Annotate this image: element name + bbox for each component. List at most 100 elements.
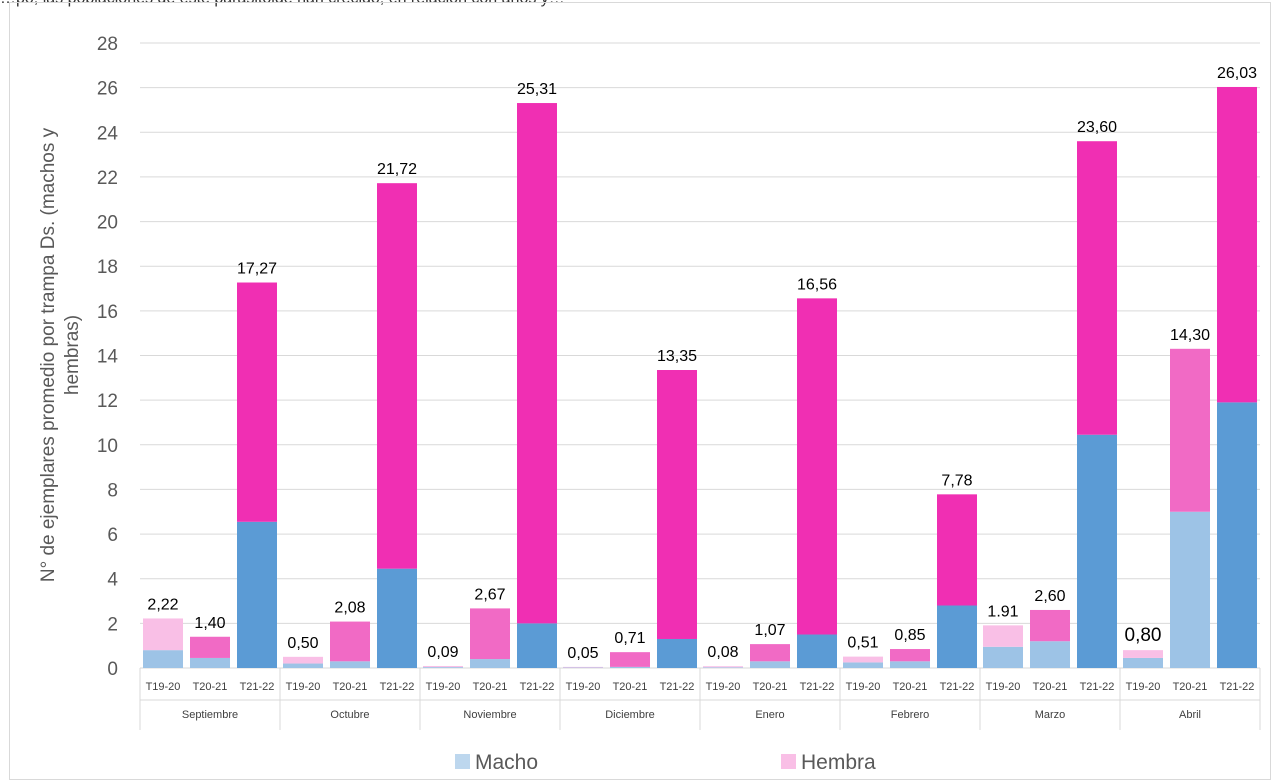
- data-label: 0,85: [894, 627, 925, 644]
- bar-macho: [237, 521, 277, 668]
- bar-hembra: [330, 621, 370, 662]
- x-category-label: T20-21: [893, 681, 928, 693]
- bar-macho: [843, 662, 883, 668]
- bar-macho: [377, 568, 417, 668]
- data-label: 13,35: [657, 348, 697, 365]
- bar-macho: [657, 638, 697, 668]
- x-category-label: T19-20: [566, 681, 601, 693]
- y-tick-label: 16: [97, 302, 118, 323]
- bar-hembra: [937, 494, 977, 606]
- data-label: 0,80: [1125, 625, 1162, 646]
- x-group-label: Febrero: [891, 709, 930, 721]
- bar-hembra: [190, 636, 230, 658]
- bar-macho: [890, 661, 930, 668]
- data-label: 2,22: [147, 596, 178, 613]
- bar-macho: [1123, 657, 1163, 668]
- bar-macho: [1217, 402, 1257, 668]
- bar-hembra: [890, 649, 930, 662]
- y-tick-label: 14: [97, 347, 119, 368]
- x-category-label: T21-22: [800, 681, 835, 693]
- bar-hembra: [1217, 86, 1257, 403]
- y-tick-label: 18: [97, 257, 118, 278]
- data-label: 0,71: [614, 630, 645, 647]
- bar-macho: [797, 634, 837, 668]
- bar-hembra: [237, 282, 277, 522]
- x-group-label: Noviembre: [463, 709, 516, 721]
- data-label: 23,60: [1077, 119, 1117, 136]
- y-tick-label: 2: [107, 614, 118, 635]
- x-category-label: T21-22: [1080, 681, 1115, 693]
- y-tick-label: 6: [107, 525, 118, 546]
- data-label: 26,03: [1217, 65, 1257, 82]
- data-label: 1,40: [194, 615, 225, 632]
- x-category-label: T20-21: [753, 681, 788, 693]
- x-category-label: T20-21: [333, 681, 368, 693]
- x-category-label: T19-20: [706, 681, 741, 693]
- x-category-label: T19-20: [426, 681, 461, 693]
- bar-hembra: [517, 103, 557, 624]
- x-category-label: T20-21: [193, 681, 228, 693]
- legend-label: Hembra: [801, 751, 876, 774]
- bar-macho: [1030, 641, 1070, 668]
- bar-hembra: [1030, 609, 1070, 642]
- x-category-label: T21-22: [940, 681, 975, 693]
- x-category-label: T19-20: [846, 681, 881, 693]
- legend-label: Macho: [475, 751, 538, 774]
- x-category-label: T19-20: [146, 681, 181, 693]
- x-category-label: T19-20: [1126, 681, 1161, 693]
- bar-macho: [983, 646, 1023, 668]
- data-label: 0,51: [847, 635, 878, 652]
- bar-hembra: [750, 644, 790, 662]
- bar-hembra: [283, 656, 323, 664]
- top-caption-fragment: …po, las poblaciones de este parasitoide…: [0, 0, 565, 8]
- x-group-label: Septiembre: [182, 709, 238, 721]
- x-category-label: T21-22: [520, 681, 555, 693]
- x-category-label: T19-20: [986, 681, 1021, 693]
- y-tick-label: 26: [97, 79, 118, 100]
- bar-hembra: [610, 652, 650, 667]
- x-category-label: T20-21: [613, 681, 648, 693]
- data-label: 0,50: [287, 635, 318, 652]
- bar-hembra: [843, 656, 883, 663]
- y-tick-label: 24: [97, 123, 119, 144]
- bar-macho: [1077, 434, 1117, 668]
- y-axis-label: N° de ejemplares promedio por trampa Ds.…: [38, 127, 83, 582]
- y-tick-label: 28: [97, 34, 118, 55]
- bar-macho: [143, 650, 183, 668]
- data-label: 21,72: [377, 161, 417, 178]
- y-tick-label: 20: [97, 213, 118, 234]
- bar-hembra: [563, 666, 603, 668]
- bar-macho: [610, 666, 650, 668]
- data-label: 0,05: [567, 645, 598, 662]
- bar-macho: [470, 659, 510, 668]
- x-category-label: T20-21: [1173, 681, 1208, 693]
- bar-macho: [703, 667, 743, 668]
- data-label: 2,67: [474, 586, 505, 603]
- bar-hembra: [470, 608, 510, 660]
- bar-macho: [190, 657, 230, 668]
- bar-macho: [330, 661, 370, 668]
- bar-hembra: [797, 298, 837, 635]
- data-label: 1.91: [987, 603, 1018, 620]
- x-category-label: T21-22: [380, 681, 415, 693]
- data-label: 7,78: [941, 472, 972, 489]
- data-label: 1,07: [754, 622, 785, 639]
- data-label: 17,27: [237, 261, 277, 278]
- x-group-label: Enero: [755, 709, 784, 721]
- bar-hembra: [423, 665, 463, 668]
- y-tick-label: 4: [107, 570, 118, 591]
- bar-hembra: [657, 370, 697, 639]
- data-label: 16,56: [797, 276, 837, 293]
- x-group-label: Diciembre: [605, 709, 655, 721]
- bar-macho: [517, 623, 557, 668]
- data-label: 2,60: [1034, 588, 1065, 605]
- x-group-label: Marzo: [1035, 709, 1066, 721]
- data-label: 0,09: [427, 644, 458, 661]
- x-category-label: T20-21: [473, 681, 508, 693]
- bar-hembra: [143, 618, 183, 651]
- x-category-label: T19-20: [286, 681, 321, 693]
- x-group-label: Octubre: [330, 709, 369, 721]
- x-category-label: T21-22: [660, 681, 695, 693]
- y-tick-label: 0: [107, 659, 118, 680]
